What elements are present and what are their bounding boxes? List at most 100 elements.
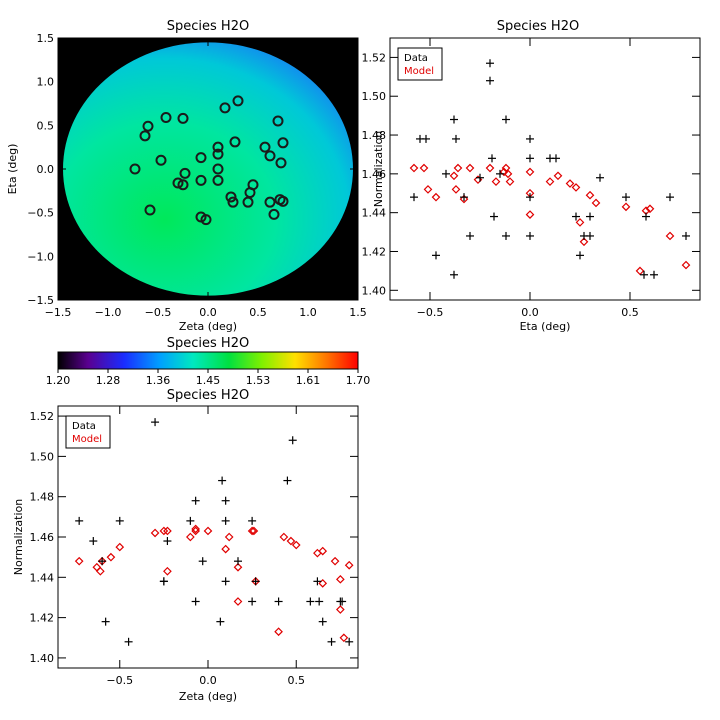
eta-data-point <box>442 169 450 178</box>
eta-model-point <box>503 169 513 179</box>
zeta-model-point <box>224 532 234 542</box>
colorbar-label: 1.28 <box>96 374 121 387</box>
eta-data-point <box>622 193 630 202</box>
map-star-marker <box>212 163 224 175</box>
zeta-model-point <box>286 536 296 546</box>
zeta-model-point <box>186 532 195 542</box>
map-xtick-label: −1.0 <box>95 306 122 319</box>
zeta-model-point <box>74 556 84 566</box>
eta-model-point <box>579 237 589 247</box>
eta-data-point <box>586 212 594 221</box>
zeta-model-point <box>159 526 169 536</box>
zeta-model-point <box>163 526 172 536</box>
map-star-marker <box>195 174 207 186</box>
colorbar-label: 1.53 <box>246 374 271 387</box>
zeta-data-point <box>216 617 225 626</box>
zeta-model-point <box>106 552 116 562</box>
zeta-model-point <box>336 574 345 584</box>
eta-model-point <box>419 163 429 173</box>
eta-data-point <box>460 193 468 202</box>
map-xtick-label: −1.5 <box>45 306 72 319</box>
eta-data-point <box>490 212 498 221</box>
zeta-data-point <box>101 617 110 626</box>
zeta-data-point <box>234 557 242 566</box>
zeta-data-point <box>313 577 322 586</box>
eta-model-point <box>525 210 535 219</box>
eta-model-point <box>449 171 459 181</box>
map-panel: Species H2O −1.5 −1.0 −0.5 0.0 0.5 1.0 1.5 −1.5… <box>6 19 367 333</box>
zeta-model-point <box>330 556 340 566</box>
zeta-xlabel: Zeta (deg) <box>179 690 237 703</box>
zeta-data-point <box>345 637 354 646</box>
eta-model-point <box>451 185 461 194</box>
zeta-model-point <box>233 562 243 572</box>
map-star-marker <box>232 95 244 107</box>
zeta-ytick-label: 1.46 <box>30 531 55 544</box>
colorbar: Species H2O 1.20 1.28 1.36 1.45 1.53 1.61 1.70 <box>46 336 371 387</box>
eta-ytick-label: 1.50 <box>362 90 387 103</box>
map-star-marker <box>272 115 284 127</box>
eta-model-point <box>575 218 585 227</box>
map-star-marker <box>225 191 237 203</box>
zeta-data-point <box>159 577 168 586</box>
zeta-model-point <box>115 542 125 552</box>
zeta-data-point <box>198 557 207 566</box>
zeta-ytick-label: 1.42 <box>30 612 55 625</box>
zeta-data-point <box>288 436 297 445</box>
zeta-data-point <box>115 516 124 525</box>
map-star-marker <box>275 157 287 169</box>
eta-data-point <box>642 212 650 221</box>
map-star-marker <box>177 112 189 124</box>
zeta-ytick-label: 1.48 <box>30 491 55 504</box>
zeta-data-point <box>186 516 195 525</box>
zeta-ytick-label: 1.50 <box>30 450 55 463</box>
eta-data-point <box>596 173 604 182</box>
eta-model-point <box>453 163 463 173</box>
eta-data-point <box>476 173 484 182</box>
eta-data-point <box>552 154 560 163</box>
eta-model-point <box>591 198 601 208</box>
eta-model-point <box>459 194 469 204</box>
zeta-ytick-label: 1.40 <box>30 652 55 665</box>
eta-data-point <box>466 231 474 240</box>
zeta-title: Species H2O <box>167 388 249 403</box>
eta-panel: Species H2O −0.5 0.0 0.5 1.40 1.42 1.44 1.46 1.… <box>362 19 701 333</box>
eta-data-point <box>650 270 658 279</box>
map-xtick-label: 1.5 <box>349 306 367 319</box>
eta-model-point <box>525 167 535 177</box>
zeta-legend-data: Data <box>72 421 96 432</box>
zeta-data-point <box>251 577 260 586</box>
map-star-marker <box>219 102 231 114</box>
eta-data-point <box>576 251 584 260</box>
eta-data-point <box>572 212 580 221</box>
map-star-marker <box>142 120 154 132</box>
zeta-xtick-label: 0.0 <box>199 674 217 687</box>
eta-ytick-label: 1.48 <box>362 129 387 142</box>
map-xtick-label: 0.5 <box>249 306 267 319</box>
zeta-data-point <box>318 617 327 626</box>
map-ytick-label: 0.0 <box>37 163 55 176</box>
colorbar-label: 1.70 <box>346 374 371 387</box>
map-xlabel: Zeta (deg) <box>179 320 237 333</box>
eta-xlabel: Eta (deg) <box>520 320 571 333</box>
zeta-data-point <box>338 597 347 606</box>
map-ytick-label: −1.0 <box>27 250 54 263</box>
eta-xtick-label: −0.5 <box>417 306 444 319</box>
eta-data-point <box>586 231 594 240</box>
map-star-marker <box>274 194 286 206</box>
map-star-marker <box>212 148 224 160</box>
eta-data-point <box>526 231 534 240</box>
zeta-data-point <box>221 577 230 586</box>
colorbar-label: 1.20 <box>46 374 71 387</box>
eta-model-point <box>553 171 563 181</box>
map-star-marker <box>195 152 207 164</box>
zeta-data-point <box>274 597 283 606</box>
zeta-model-point <box>163 566 172 576</box>
eta-data-point <box>502 231 510 240</box>
colorbar-title: Species H2O <box>167 336 249 351</box>
zeta-model-point <box>339 633 349 643</box>
map-ytick-label: 0.5 <box>37 119 55 132</box>
zeta-legend-box <box>65 415 111 449</box>
eta-data-point <box>486 59 494 68</box>
